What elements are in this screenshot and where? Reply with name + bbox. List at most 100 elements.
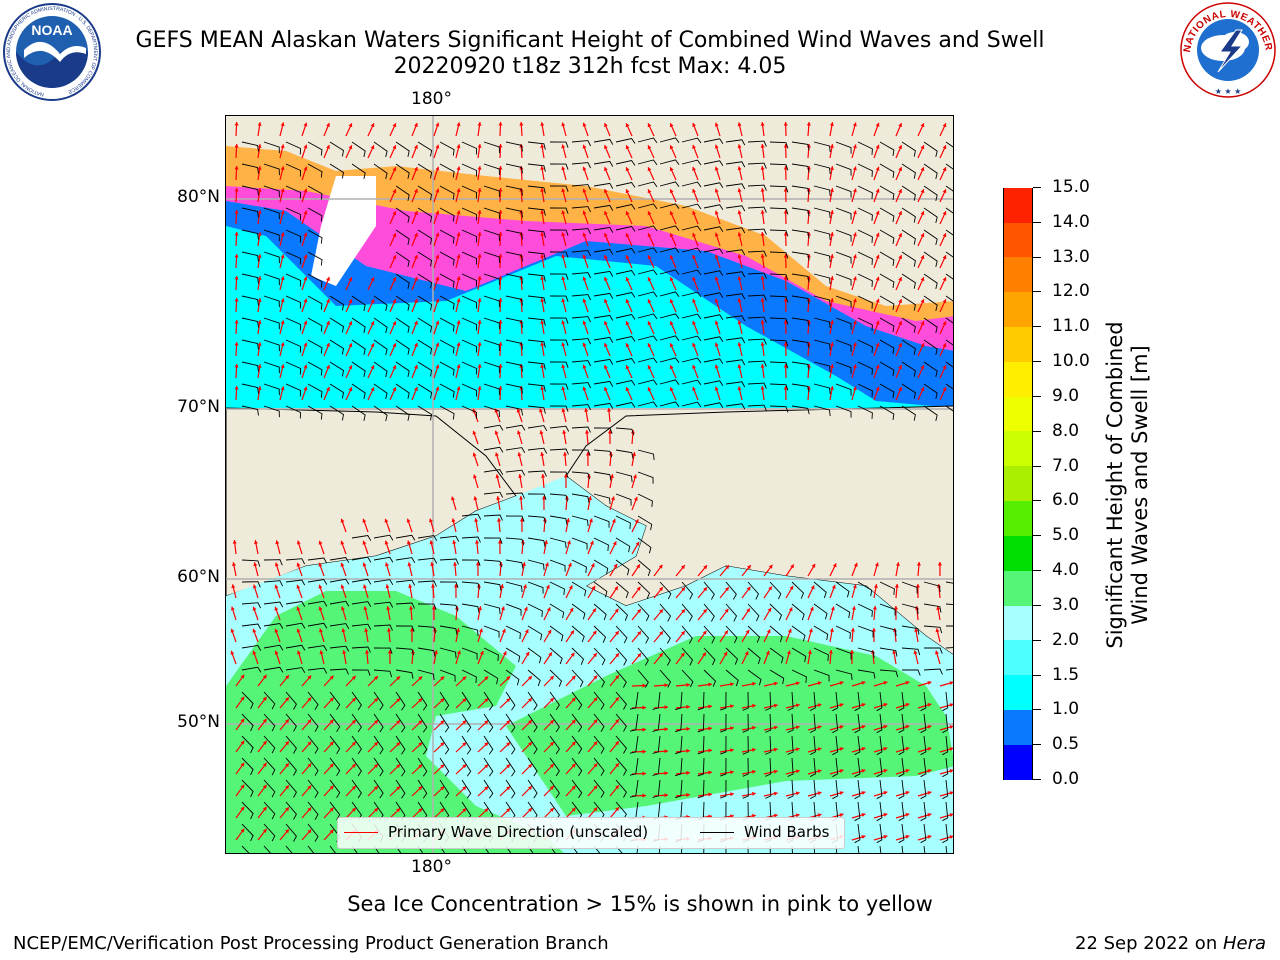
wave-direction-arrowhead <box>609 474 614 478</box>
wave-direction-arrowhead <box>496 496 501 500</box>
wind-barb <box>483 185 500 198</box>
wave-direction-arrowhead <box>669 277 674 282</box>
wave-direction-arrowhead <box>631 452 636 456</box>
wave-direction-arrowhead <box>830 606 835 611</box>
wind-barb <box>765 779 772 799</box>
wind-barb <box>285 273 302 287</box>
wind-barb <box>549 669 563 687</box>
wind-barb <box>857 317 873 331</box>
wave-direction-arrowhead <box>362 562 367 567</box>
wave-direction-arrowhead <box>647 189 652 194</box>
wind-barb <box>659 159 680 165</box>
wind-barb <box>285 691 297 710</box>
wave-direction-arrowhead <box>898 145 902 150</box>
wave-direction-arrowhead <box>852 276 857 281</box>
wave-direction-arrowhead <box>392 365 397 370</box>
wind-barb <box>505 207 523 218</box>
wave-direction-arrowhead <box>817 791 822 796</box>
wind-barb <box>329 163 344 179</box>
wave-direction-arrowhead <box>392 387 397 392</box>
wind-barb <box>527 405 546 414</box>
wave-direction-arrowhead <box>548 652 552 657</box>
wave-direction-arrowhead <box>839 681 844 686</box>
wind-barb <box>876 801 883 822</box>
wind-barb <box>571 449 591 456</box>
wind-barb <box>593 713 605 732</box>
wind-barb <box>285 251 302 265</box>
wind-barb <box>681 247 702 254</box>
wave-direction-arrowhead <box>829 254 834 258</box>
wave-direction-arrowhead <box>795 681 800 686</box>
wind-barb <box>637 647 649 666</box>
wave-direction-arrowhead <box>341 628 346 633</box>
wind-barb <box>505 669 520 686</box>
wind-barb <box>351 713 362 733</box>
wind-barb <box>571 426 591 433</box>
wave-direction-arrowhead <box>752 725 756 730</box>
wave-direction-arrowhead <box>387 650 392 654</box>
wind-barb <box>461 603 480 613</box>
wave-direction-arrowhead <box>396 786 401 791</box>
wind-barb <box>876 779 883 800</box>
wave-direction-arrowhead <box>871 628 876 632</box>
wave-direction-arrowhead <box>708 726 712 731</box>
wave-direction-arrowhead <box>625 277 630 282</box>
wind-barb <box>307 713 319 732</box>
wave-direction-arrowhead <box>730 770 734 775</box>
wave-direction-arrowhead <box>658 564 663 569</box>
wave-direction-arrowhead <box>230 650 235 655</box>
wind-barb <box>483 273 500 286</box>
wind-barb <box>483 163 500 176</box>
wind-barb <box>923 405 938 422</box>
wind-barb <box>593 336 614 343</box>
wave-direction-arrowhead <box>456 144 461 149</box>
wind-barb <box>505 405 523 416</box>
wave-direction-arrowhead <box>593 807 598 812</box>
wind-barb <box>527 383 546 392</box>
wave-direction-arrowhead <box>506 786 511 791</box>
wind-barb <box>373 317 388 334</box>
wind-barb <box>263 251 280 264</box>
wind-barb <box>835 581 850 598</box>
wind-barb <box>879 625 897 637</box>
wave-direction-arrowhead <box>462 720 467 725</box>
wind-barb <box>615 379 636 386</box>
wind-barb <box>527 185 546 194</box>
wind-barb <box>395 779 406 799</box>
wave-direction-arrowhead <box>817 769 822 774</box>
wave-direction-arrowhead <box>561 122 566 127</box>
wind-barb <box>483 141 500 154</box>
wind-barb <box>769 185 789 193</box>
wind-barb <box>747 338 767 345</box>
wind-barb <box>923 668 943 675</box>
wave-direction-arrowhead <box>257 254 262 258</box>
wave-direction-arrowhead <box>604 321 608 325</box>
wind-barb <box>809 735 816 756</box>
wind-barb <box>549 185 569 192</box>
wind-barb <box>571 515 589 527</box>
wind-barb <box>527 625 543 641</box>
wind-barb <box>659 401 680 407</box>
wave-direction-arrowhead <box>593 763 598 768</box>
wave-direction-arrowhead <box>853 562 858 567</box>
wave-direction-arrowhead <box>307 675 312 680</box>
wind-barb <box>549 339 569 346</box>
wave-direction-arrowhead <box>252 628 257 633</box>
wind-barb <box>263 801 276 820</box>
wind-barb <box>549 581 565 596</box>
wind-barb <box>703 336 724 343</box>
wind-barb <box>285 735 297 754</box>
wave-direction-arrowhead <box>708 770 712 775</box>
wave-direction-arrowhead <box>370 387 375 392</box>
wave-direction-arrowhead <box>326 321 330 325</box>
wind-barb <box>898 757 905 778</box>
colorbar-tick <box>1033 639 1041 641</box>
wind-barb <box>879 251 895 266</box>
wave-direction-arrowhead <box>604 299 608 303</box>
wind-barb <box>351 556 372 563</box>
wave-direction-arrowhead <box>806 144 811 148</box>
wind-barb <box>703 845 705 853</box>
wind-barb <box>901 207 916 223</box>
wave-direction-arrowhead <box>766 629 771 634</box>
wave-direction-arrowhead <box>920 387 925 392</box>
